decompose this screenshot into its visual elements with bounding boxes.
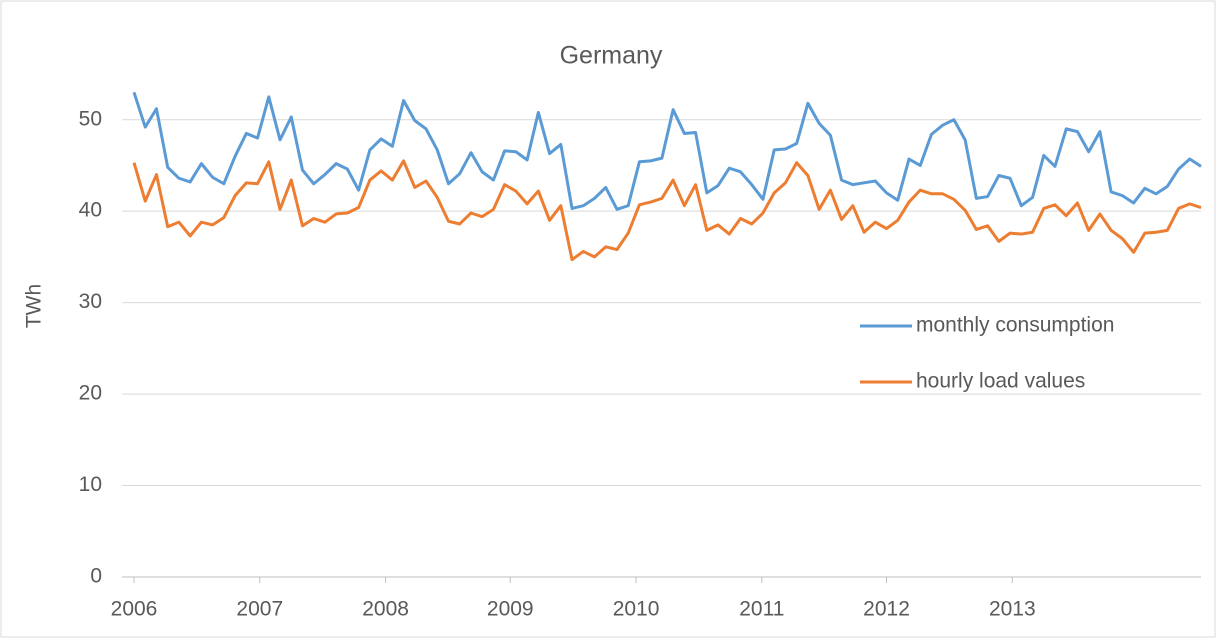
x-tick-label: 2010 [613,598,660,621]
series-line [132,159,1202,262]
y-tick-label: 0 [90,565,102,588]
y-tick-label: 10 [79,473,102,496]
legend-label: hourly load values [916,370,1085,393]
series-line [132,91,1202,211]
y-tick-label: 50 [79,107,102,130]
legend-label: monthly consumption [916,314,1114,337]
chart-title: Germany [560,42,663,70]
y-axis-label: TWh [23,284,46,328]
y-tick-label: 30 [79,290,102,313]
x-tick-label: 2012 [863,598,910,621]
x-tick-label: 2008 [362,598,409,621]
x-tick-label: 2006 [111,598,158,621]
y-tick-label: 40 [79,199,102,222]
x-tick-label: 2013 [989,598,1036,621]
x-tick-label: 2007 [236,598,283,621]
y-tick-label: 20 [79,382,102,405]
x-tick-label: 2009 [487,598,534,621]
x-tick-label: 2011 [739,598,784,621]
